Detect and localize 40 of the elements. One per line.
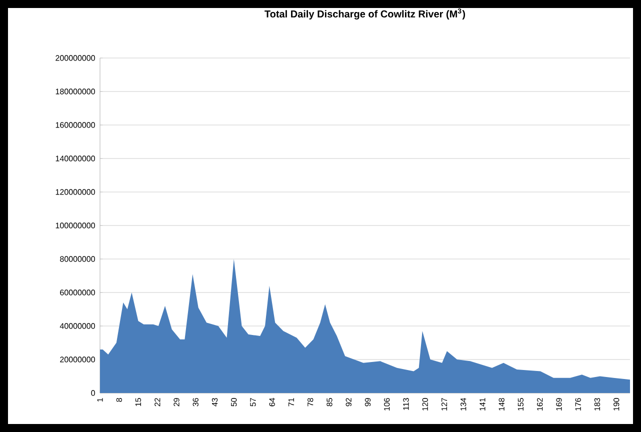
x-tick-label: 183 [594, 398, 600, 410]
x-tick-label: 113 [403, 398, 409, 410]
x-tick-label: 22 [154, 398, 160, 406]
x-tick-label: 92 [346, 398, 352, 406]
x-tick-label: 176 [575, 398, 581, 410]
x-tick-label: 50 [231, 398, 237, 406]
y-tick-label: 20000000 [60, 356, 95, 362]
x-tick-label: 36 [192, 398, 198, 406]
x-tick-label: 127 [441, 398, 448, 410]
x-tick-label: 99 [364, 398, 371, 406]
x-tick-label: 85 [326, 398, 332, 406]
y-tick-label: 180000000 [56, 88, 95, 94]
chart-title: Total Daily Discharge of Cowlitz River (M$^{3}$) [264, 8, 466, 20]
y-tick-label: 40000000 [60, 323, 95, 329]
x-tick-label: 43 [212, 398, 218, 406]
x-tick-label: 134 [460, 398, 466, 410]
x-tick-label: 78 [308, 398, 314, 406]
x-tick-label: 15 [135, 398, 142, 406]
x-tick-label: 162 [537, 398, 543, 410]
y-tick-label: 0 [91, 390, 95, 396]
y-tick-label: 120000000 [56, 189, 95, 195]
x-tick-label: 148 [498, 398, 504, 410]
x-tick-label: 64 [269, 398, 275, 406]
y-tick-label: 80000000 [60, 256, 95, 262]
y-tick-label: 140000000 [56, 156, 95, 162]
x-tick-label: 29 [174, 398, 180, 406]
x-tick-label: 1 [97, 398, 103, 402]
x-tick-label: 8 [116, 398, 122, 402]
x-tick-label: 155 [518, 398, 524, 410]
x-tick-label: 190 [614, 398, 620, 410]
y-tick-label: 160000000 [56, 122, 95, 128]
x-tick-label: 120 [422, 398, 428, 410]
y-tick-label: 200000000 [56, 55, 95, 61]
y-tick-label: 60000000 [60, 290, 95, 296]
y-tick-label: 100000000 [56, 222, 95, 228]
x-tick-label: 169 [556, 398, 562, 410]
x-tick-label: 141 [480, 398, 486, 410]
x-tick-label: 106 [384, 398, 390, 410]
x-tick-label: 57 [250, 398, 256, 406]
x-tick-label: 71 [288, 398, 294, 406]
